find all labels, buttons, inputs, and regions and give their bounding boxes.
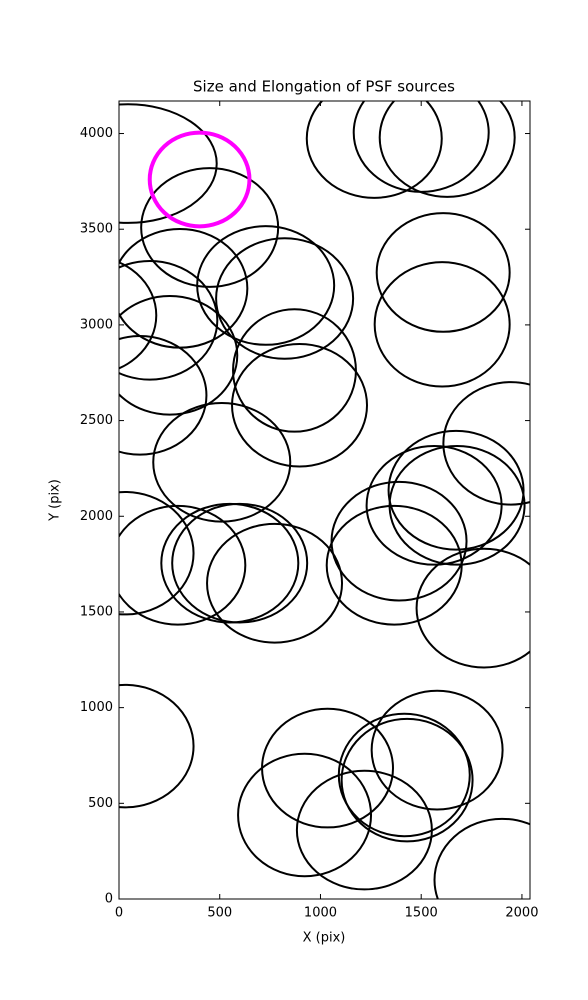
source-ellipse	[206, 522, 344, 644]
source-ellipse	[387, 429, 525, 551]
source-ellipse	[442, 381, 530, 506]
source-ellipse	[388, 445, 526, 566]
x-tick-label: 1500	[405, 906, 438, 921]
y-tick-label: 3500	[80, 222, 113, 237]
y-tick-label: 3000	[80, 317, 113, 332]
source-ellipse	[119, 103, 218, 224]
y-tick-label: 0	[105, 892, 113, 907]
source-ellipse	[237, 752, 373, 878]
source-ellipse	[119, 295, 239, 416]
source-ellipse	[373, 261, 511, 388]
source-ellipse	[196, 225, 336, 346]
source-ellipse	[119, 261, 158, 370]
source-ellipse	[119, 504, 247, 626]
source-ellipse	[433, 817, 530, 899]
x-tick-label: 0	[115, 906, 123, 921]
source-ellipse	[340, 717, 474, 843]
y-tick-label: 1500	[80, 604, 113, 619]
source-ellipse	[215, 237, 355, 360]
y-tick-label: 2000	[80, 509, 113, 524]
source-ellipse	[370, 689, 504, 811]
source-ellipse	[119, 260, 219, 381]
source-ellipse	[330, 480, 468, 602]
y-tick-label: 500	[88, 796, 113, 811]
source-ellipse	[160, 502, 300, 624]
source-ellipse	[365, 445, 503, 566]
y-axis-label: Y (pix)	[48, 479, 63, 522]
x-axis-label: X (pix)	[303, 931, 346, 946]
source-ellipse	[337, 712, 471, 838]
x-tick-label: 1000	[304, 906, 337, 921]
y-tick-label: 4000	[80, 126, 113, 141]
source-ellipse	[119, 683, 195, 809]
source-ellipse	[119, 490, 195, 616]
source-ellipse	[375, 212, 511, 333]
source-ellipse	[305, 101, 443, 199]
source-ellipse	[378, 101, 516, 198]
y-tick-label: 1000	[80, 700, 113, 715]
source-ellipse	[415, 547, 530, 669]
source-ellipse	[231, 343, 369, 468]
plot-area	[119, 101, 530, 899]
source-ellipse	[119, 335, 208, 456]
source-ellipse	[152, 401, 292, 523]
x-tick-label: 500	[207, 906, 232, 921]
plot-frame	[118, 100, 531, 900]
y-tick-label: 2500	[80, 413, 113, 428]
x-tick-label: 2000	[505, 906, 538, 921]
chart-title: Size and Elongation of PSF sources	[193, 78, 455, 96]
source-ellipse	[147, 130, 252, 229]
